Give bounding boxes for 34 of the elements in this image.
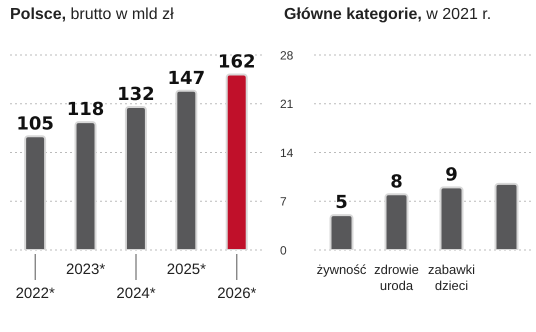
data-label: 9	[445, 164, 458, 186]
bar	[124, 106, 147, 250]
y-tick-label: 0	[280, 243, 287, 258]
y-tick-label: 7	[280, 194, 287, 209]
y-tick-label: 14	[280, 146, 294, 160]
x-tick-label: zabawki dzieci	[428, 262, 476, 293]
bar	[330, 214, 354, 250]
x-tick-label: 2026*	[217, 285, 257, 302]
x-tick-label: 2022*	[16, 285, 55, 302]
bar	[384, 193, 408, 250]
chart-title: Główne kategorie,	[284, 6, 422, 23]
x-tick-label: żywność	[316, 262, 367, 277]
bar	[74, 121, 97, 250]
data-label: 118	[66, 99, 104, 120]
x-tick-label: 2023*	[66, 261, 106, 278]
bar	[226, 74, 248, 250]
bar	[440, 186, 464, 250]
y-tick-label: 28	[280, 48, 294, 62]
bar	[494, 182, 518, 250]
x-tick-label: 2024*	[116, 285, 156, 302]
chart-subtitle: brutto w mld zł	[70, 6, 174, 23]
chart-title: Polsce,	[10, 6, 66, 23]
chart-subtitle: w 2021 r.	[426, 6, 492, 23]
data-label: 132	[117, 84, 155, 105]
y-tick-label: 21	[280, 97, 294, 112]
data-label: 147	[168, 68, 206, 89]
bar	[24, 135, 46, 250]
data-label: 5	[335, 192, 348, 214]
data-label: 105	[16, 113, 54, 134]
data-label: 8	[390, 171, 403, 192]
data-label: 162	[218, 52, 256, 72]
bar	[175, 90, 198, 250]
x-tick-label: 2025*	[166, 261, 206, 278]
x-tick-label: zdrowie uroda	[374, 262, 419, 293]
